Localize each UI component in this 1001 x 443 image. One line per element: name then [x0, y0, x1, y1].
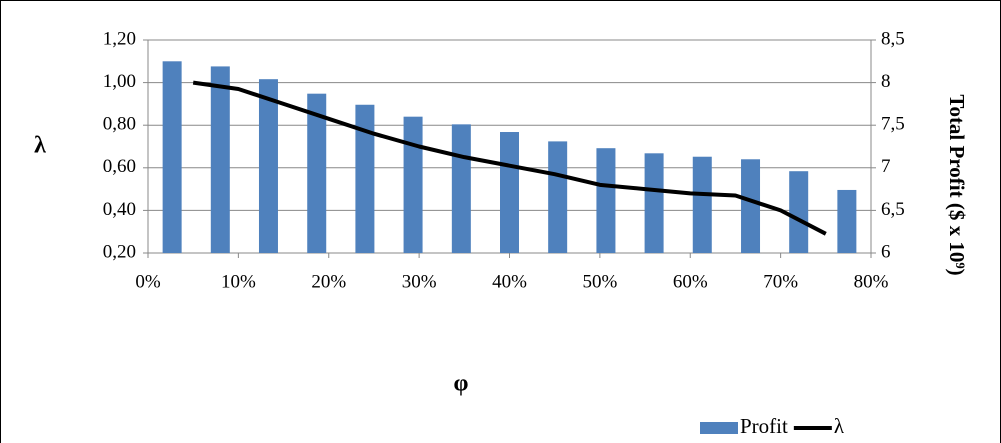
- bar: [210, 66, 230, 253]
- legend-label: λ: [834, 414, 845, 438]
- bar: [355, 104, 375, 253]
- x-tick-label: 40%: [492, 271, 527, 292]
- y2-tick-label: 7,5: [881, 114, 905, 135]
- bar: [741, 159, 761, 253]
- legend-label: Profit: [740, 414, 788, 438]
- x-tick-label: 0%: [135, 271, 161, 292]
- y-tick-label: 0,40: [103, 199, 136, 220]
- y2-tick-label: 8,5: [881, 28, 905, 49]
- bar: [692, 156, 712, 253]
- y2-tick-label: 7: [881, 156, 891, 177]
- x-tick-label: 50%: [582, 271, 617, 292]
- bar: [307, 93, 327, 254]
- y-tick-label: 1,00: [103, 71, 136, 92]
- bar: [162, 61, 182, 253]
- y2-axis-title: Total Profit ($ x 10⁹): [945, 94, 969, 275]
- line: [192, 80, 827, 236]
- x-tick-label: 10%: [221, 271, 256, 292]
- x-tick-label: 70%: [763, 271, 798, 292]
- y-tick-label: 0,20: [103, 241, 136, 262]
- x-tick-label: 60%: [673, 271, 708, 292]
- y2-tick-label: 6: [881, 241, 891, 262]
- x-axis-title: φ: [454, 371, 469, 397]
- x-tick-label: 20%: [311, 271, 346, 292]
- bar: [548, 141, 568, 253]
- x-tick-label: 80%: [854, 271, 889, 292]
- bar: [258, 79, 278, 253]
- bar: [789, 171, 809, 253]
- x-tick-label: 30%: [402, 271, 437, 292]
- bar: [644, 153, 664, 253]
- y-tick-label: 0,80: [103, 114, 136, 135]
- bar: [403, 116, 423, 254]
- bar: [451, 124, 471, 254]
- y2-tick-label: 8: [881, 71, 891, 92]
- bar: [837, 189, 857, 253]
- legend-swatch: [700, 422, 738, 434]
- y-tick-label: 1,20: [103, 28, 136, 49]
- y2-tick-label: 6,5: [881, 199, 905, 220]
- bar: [596, 148, 616, 253]
- y-axis-title: λ: [34, 133, 46, 159]
- bar: [500, 132, 519, 253]
- y-tick-label: 0,60: [103, 156, 136, 177]
